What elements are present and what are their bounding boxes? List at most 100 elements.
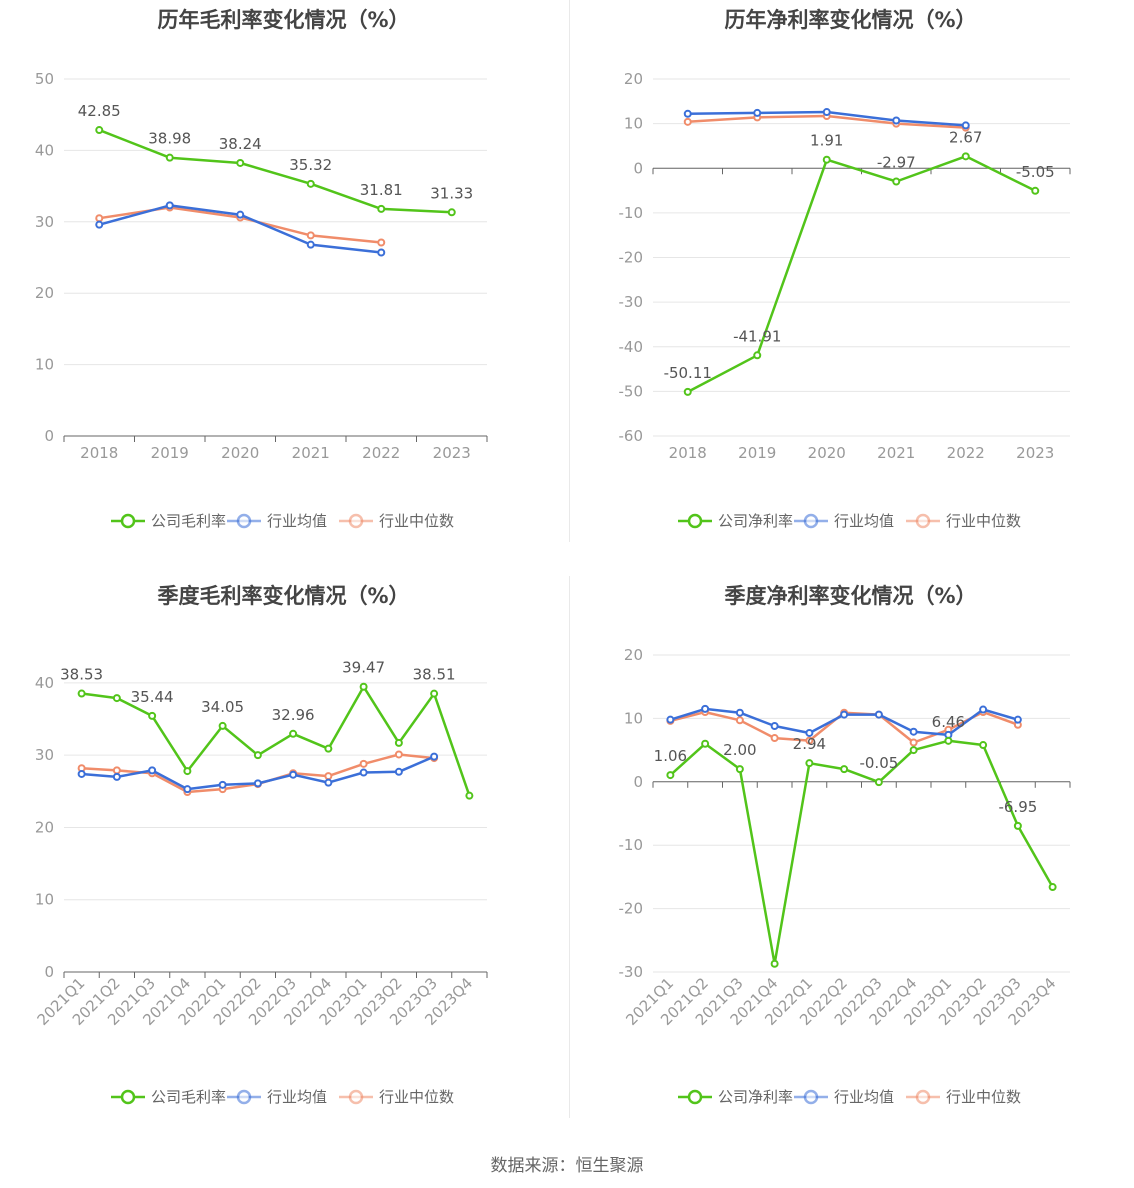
x-tick-label: 2022: [947, 444, 985, 462]
legend-item: 行业中位数: [339, 1088, 454, 1106]
data-point: [77, 769, 86, 778]
data-point: [805, 736, 814, 745]
legend-item: 行业均值: [227, 1088, 327, 1106]
legend-label: 行业中位数: [946, 1088, 1021, 1106]
legend-label: 行业均值: [267, 1088, 327, 1106]
data-point: [840, 710, 849, 719]
data-point: [289, 729, 298, 738]
data-label: 1.91: [810, 132, 843, 150]
data-point: [892, 177, 901, 186]
data-label: -50.11: [664, 364, 712, 382]
chart-title: 季度毛利率变化情况（%）: [157, 584, 410, 608]
y-tick-label: -10: [619, 204, 644, 222]
data-label: 39.47: [342, 659, 385, 677]
data-point: [465, 791, 474, 800]
legend-label: 行业中位数: [379, 1088, 454, 1106]
y-tick-label: -30: [619, 293, 644, 311]
y-tick-label: -30: [619, 963, 644, 981]
data-point: [377, 248, 386, 257]
data-point: [735, 765, 744, 774]
data-point: [430, 752, 439, 761]
data-point: [165, 201, 174, 210]
x-tick-label: 2023: [433, 444, 471, 462]
data-point: [805, 728, 814, 737]
legend-marker: [803, 513, 819, 529]
data-point: [1048, 883, 1057, 892]
data-point: [909, 746, 918, 755]
y-tick-label: 20: [624, 646, 643, 664]
data-point: [909, 727, 918, 736]
legend-label: 行业中位数: [379, 512, 454, 530]
y-tick-label: 10: [624, 115, 643, 133]
data-point: [289, 770, 298, 779]
y-tick-label: 50: [35, 70, 54, 88]
data-label: 38.51: [413, 666, 456, 684]
legend-marker: [236, 513, 252, 529]
data-point: [183, 767, 192, 776]
series-line: [669, 739, 1054, 966]
y-tick-label: 0: [633, 773, 643, 791]
y-tick-label: 20: [35, 818, 54, 836]
data-point: [394, 750, 403, 759]
panel-divider: [569, 576, 570, 1118]
data-point: [324, 778, 333, 787]
chart-quarterly-net-margin: 季度净利率变化情况（%） -30 -20 -10 0 10 20 2021Q1 2021Q2 2…: [567, 576, 1134, 1152]
legend-marker: [120, 1089, 136, 1105]
data-point: [236, 210, 245, 219]
data-point: [770, 959, 779, 968]
data-point: [183, 785, 192, 794]
x-tick-label: 2020: [221, 444, 259, 462]
data-point: [253, 751, 262, 760]
data-point: [770, 722, 779, 731]
legend-item: 公司净利率: [678, 1088, 793, 1106]
x-tick-label: 2021: [877, 444, 915, 462]
legend-label: 行业均值: [267, 512, 327, 530]
legend-item: 公司毛利率: [111, 512, 226, 530]
data-point: [218, 721, 227, 730]
data-point: [944, 736, 953, 745]
y-tick-label: 20: [35, 284, 54, 302]
legend-item: 行业均值: [794, 1088, 894, 1106]
y-tick-label: 10: [35, 356, 54, 374]
data-label: 35.32: [289, 156, 332, 174]
data-label: 2.94: [793, 735, 826, 753]
data-point: [394, 767, 403, 776]
data-point: [394, 738, 403, 747]
quarterly-net-margin-plot: -30-20-10010202021Q12021Q22021Q32021Q420…: [619, 646, 1071, 1106]
chart-annual-gross-margin: 历年毛利率变化情况（%） 0 10 20 30 40 50 2018 2019 2020 2021…: [0, 0, 567, 576]
y-tick-label: 10: [35, 891, 54, 909]
y-tick-label: 30: [35, 746, 54, 764]
x-tick-label: 2018: [80, 444, 118, 462]
y-tick-label: -10: [619, 836, 644, 854]
data-label: 6.46: [932, 713, 965, 731]
data-source: 数据来源：恒生聚源: [490, 1156, 644, 1176]
data-point: [892, 116, 901, 125]
y-tick-label: 40: [35, 674, 54, 692]
legend-marker: [348, 513, 364, 529]
panel-divider: [569, 0, 570, 542]
legend-marker: [803, 1089, 819, 1105]
data-point: [236, 158, 245, 167]
legend-item: 行业均值: [227, 512, 327, 530]
x-tick-label: 2022: [362, 444, 400, 462]
legend-label: 公司净利率: [718, 1088, 793, 1106]
annual-gross-margin-plot: 0 10 20 30 40 50 2018 2019 2020 2021 2022 2023 42.85…: [35, 70, 488, 530]
chart-quarterly-gross-margin: 季度毛利率变化情况（%） 0 10 20 30 40 2021Q1 2021Q2 2021Q3…: [0, 576, 567, 1152]
data-label: 38.24: [219, 135, 262, 153]
y-tick-label: 30: [35, 213, 54, 231]
legend-marker: [236, 1089, 252, 1105]
data-point: [683, 117, 692, 126]
chart-title: 历年毛利率变化情况（%）: [157, 8, 410, 32]
y-tick-label: 0: [44, 963, 54, 981]
data-point: [377, 238, 386, 247]
data-point: [701, 739, 710, 748]
data-point: [112, 766, 121, 775]
data-point: [874, 778, 883, 787]
data-label: 34.05: [201, 698, 244, 716]
y-tick-label: 0: [633, 159, 643, 177]
data-point: [306, 179, 315, 188]
data-point: [822, 155, 831, 164]
x-tick-label: 2018: [669, 444, 707, 462]
data-point: [753, 108, 762, 117]
data-label: 42.85: [78, 102, 121, 120]
